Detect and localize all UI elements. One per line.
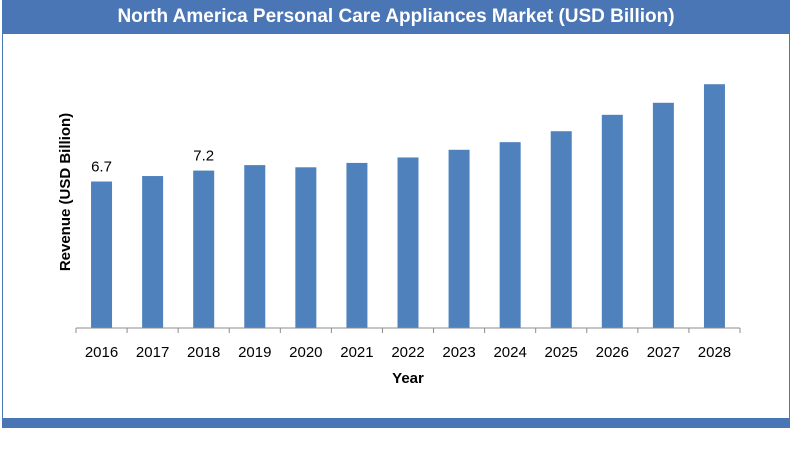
bar-2021 (346, 162, 368, 328)
x-tick-label-2028: 2028 (698, 344, 731, 361)
x-tick-label-2017: 2017 (136, 344, 169, 361)
chart-title: North America Personal Care Appliances M… (2, 0, 790, 34)
bar-2023 (448, 149, 470, 328)
x-tick-label-2024: 2024 (493, 344, 526, 361)
x-ticks-group (75, 328, 741, 333)
x-tick-label-2025: 2025 (545, 344, 578, 361)
frame-bottom-bar (2, 418, 790, 428)
data-labels-group: 6.7 7.2 (91, 148, 214, 176)
bar-2028 (703, 84, 725, 329)
x-tick-label-2022: 2022 (391, 344, 424, 361)
x-tick-label-2026: 2026 (596, 344, 629, 361)
bar-2016 (91, 181, 113, 328)
x-tick-label-2020: 2020 (289, 344, 322, 361)
bar-2020 (295, 167, 317, 328)
bars-group (91, 84, 725, 329)
bar-2022 (397, 157, 419, 328)
bar-2026 (601, 114, 623, 328)
bar-2024 (499, 142, 521, 328)
x-tick-label-2021: 2021 (340, 344, 373, 361)
x-tick-labels-group: 2016 2017 2018 2019 2020 2021 2022 2023 2024 2025… (85, 344, 731, 361)
data-label-2016: 6.7 (91, 159, 112, 176)
y-axis-title: Revenue (USD Billion) (57, 113, 74, 271)
bar-2027 (652, 102, 674, 329)
x-tick-label-2016: 2016 (85, 344, 118, 361)
bar-2025 (550, 131, 572, 328)
bar-2017 (142, 176, 164, 328)
bar-2019 (244, 165, 266, 328)
x-tick-label-2023: 2023 (442, 344, 475, 361)
x-tick-label-2019: 2019 (238, 344, 271, 361)
x-tick-label-2018: 2018 (187, 344, 220, 361)
x-tick-label-2027: 2027 (647, 344, 680, 361)
x-axis-title: Year (392, 370, 424, 387)
data-label-2018: 7.2 (193, 148, 214, 165)
bar-2018 (193, 170, 215, 328)
